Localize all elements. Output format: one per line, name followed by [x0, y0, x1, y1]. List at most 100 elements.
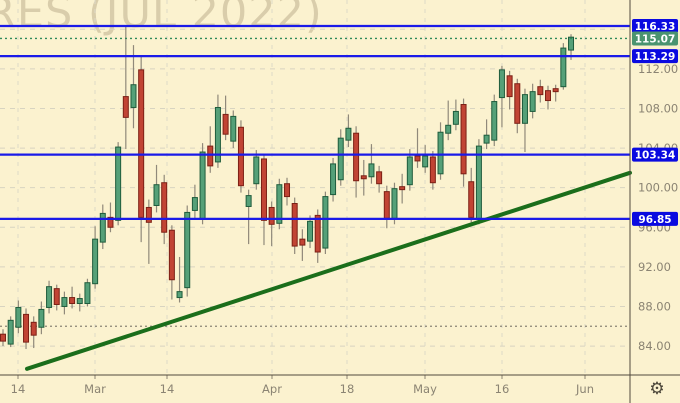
candle [176, 256, 183, 303]
candle-body [414, 155, 421, 162]
candle-body [84, 282, 91, 304]
candle-body [230, 115, 237, 142]
price-line-badge[interactable]: 96.85 [632, 211, 678, 226]
candle [38, 301, 45, 335]
candle [353, 126, 360, 198]
candle [291, 197, 298, 254]
candle-body [76, 298, 83, 304]
x-axis-label: 18 [340, 382, 355, 396]
candle-body [307, 220, 314, 242]
price-badge-label: 113.29 [635, 51, 676, 63]
candle-body [176, 291, 183, 299]
candle-body [92, 238, 99, 285]
candle [245, 189, 252, 245]
candle-body [61, 297, 68, 307]
candle-body [291, 203, 298, 247]
candle-body [337, 137, 344, 181]
candle [30, 316, 37, 349]
candle-body [153, 184, 160, 206]
candle-body [30, 321, 37, 336]
candle [260, 154, 267, 246]
candle-body [383, 191, 390, 219]
x-axis-label: May [413, 382, 437, 396]
candle-body [284, 183, 291, 198]
candle [130, 45, 137, 129]
candle-body [322, 196, 329, 249]
candle [429, 151, 436, 190]
candle [537, 79, 544, 103]
candle-body [560, 47, 567, 88]
chart-settings-button[interactable]: ⚙ [644, 376, 670, 402]
candle-body [161, 182, 168, 233]
candle-body [122, 96, 129, 118]
y-axis-label: 100.00 [638, 181, 678, 195]
price-line-badge[interactable]: 113.29 [632, 49, 678, 64]
candle-body [191, 197, 198, 211]
candle-body [468, 181, 475, 218]
candle [368, 144, 375, 184]
candle-body [491, 101, 498, 141]
candle [529, 83, 536, 119]
candle-body [552, 88, 559, 93]
candle-body [406, 156, 413, 186]
candle [207, 126, 214, 173]
y-axis-label: 108.00 [638, 101, 678, 115]
price-badge-label: 116.33 [635, 21, 676, 33]
candle-body [253, 156, 260, 185]
candle [168, 225, 175, 300]
candle-body [138, 69, 145, 218]
candle-body [330, 163, 337, 196]
candle [322, 191, 329, 254]
candle [383, 185, 390, 229]
candle [314, 209, 321, 263]
candle [138, 55, 145, 243]
candle [307, 215, 314, 249]
candle [337, 129, 344, 186]
candle-body [222, 113, 229, 135]
candle [552, 84, 559, 102]
candle-body [115, 146, 122, 221]
candle-body [429, 156, 436, 184]
price-line-badge[interactable]: 116.33 [632, 19, 678, 33]
candle-body [452, 110, 459, 125]
candle [145, 199, 152, 264]
candle-body [15, 306, 22, 328]
candle [107, 202, 114, 233]
candle [76, 293, 83, 312]
candle [422, 145, 429, 173]
candle-body [437, 131, 444, 175]
candle [191, 184, 198, 219]
price-badge-background [632, 147, 678, 162]
candle [468, 167, 475, 223]
candle-body [199, 151, 206, 220]
candle-body [53, 288, 60, 305]
candle [122, 25, 129, 150]
candle [184, 205, 191, 297]
candle [0, 329, 6, 347]
candle [483, 119, 490, 150]
candle [360, 159, 367, 196]
candle-body [46, 286, 53, 308]
y-axis-label: 88.00 [638, 299, 671, 313]
candle-body [168, 229, 175, 281]
price-line-badge[interactable]: 115.07 [632, 31, 678, 46]
candle [491, 94, 498, 147]
candle-body [23, 313, 30, 343]
candle-body [529, 91, 536, 112]
candle-body [506, 75, 513, 98]
candle [276, 178, 283, 230]
candle-body [514, 83, 521, 124]
candle [284, 177, 291, 206]
x-axis-label: Mar [84, 382, 106, 396]
candle-body [69, 297, 76, 304]
price-line-badge[interactable]: 103.34 [632, 147, 678, 162]
candle-body [276, 184, 283, 224]
trendline-drawing[interactable] [25, 170, 632, 371]
y-axis-label: 92.00 [638, 260, 671, 274]
price-badge-background [632, 19, 678, 33]
price-badge-label: 96.85 [638, 214, 671, 226]
candle-body [99, 212, 106, 243]
candle-body [0, 333, 6, 342]
